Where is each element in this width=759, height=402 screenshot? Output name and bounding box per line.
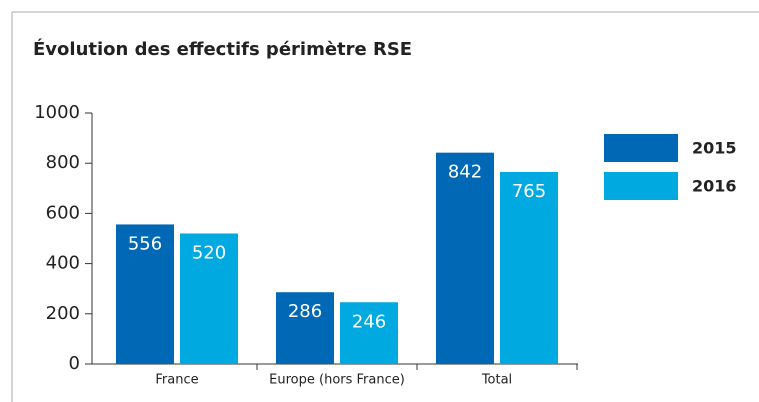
y-tick-label: 600 bbox=[46, 202, 80, 223]
value-label: 246 bbox=[352, 311, 386, 332]
bar bbox=[436, 152, 494, 364]
bar bbox=[276, 292, 334, 364]
y-tick-label: 800 bbox=[46, 152, 80, 173]
legend-label: 2016 bbox=[692, 177, 737, 196]
y-tick-label: 0 bbox=[69, 353, 80, 374]
legend-swatch bbox=[604, 172, 678, 200]
value-label: 556 bbox=[128, 233, 162, 254]
legend-label: 2015 bbox=[692, 139, 737, 158]
y-tick-label: 200 bbox=[46, 303, 80, 324]
bar bbox=[180, 233, 238, 364]
x-tick-label: Europe (hors France) bbox=[269, 373, 405, 388]
bar bbox=[116, 224, 174, 364]
x-tick-label: France bbox=[155, 373, 198, 388]
bar bbox=[500, 171, 558, 364]
y-tick-label: 400 bbox=[46, 253, 80, 274]
value-label: 842 bbox=[448, 162, 482, 183]
chart-title: Évolution des effectifs périmètre RSE bbox=[33, 38, 412, 60]
value-label: 520 bbox=[192, 242, 226, 263]
legend-swatch bbox=[604, 134, 678, 162]
value-label: 286 bbox=[288, 301, 322, 322]
value-label: 765 bbox=[512, 181, 546, 202]
x-tick-label: Total bbox=[481, 373, 512, 388]
bar bbox=[340, 302, 398, 364]
y-tick-label: 1000 bbox=[34, 102, 80, 123]
